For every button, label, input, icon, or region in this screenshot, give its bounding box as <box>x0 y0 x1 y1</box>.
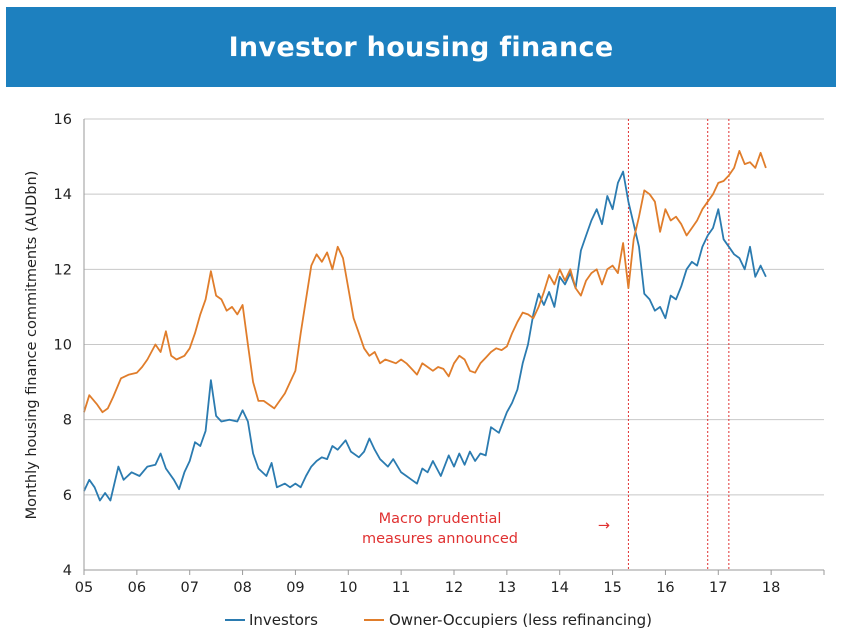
series-line-owner-occupiers <box>83 150 767 414</box>
x-tick-label-10: 10 <box>339 580 357 596</box>
x-tick-label-07: 07 <box>180 580 198 596</box>
policy-markers <box>627 119 730 570</box>
y-tick-label-6: 6 <box>63 488 72 504</box>
y-tick-label-4: 4 <box>63 563 72 579</box>
series-lines <box>83 150 767 502</box>
y-tick-label-8: 8 <box>63 413 72 429</box>
grid <box>84 118 824 496</box>
legend-label-owner-occupiers: Owner-Occupiers (less refinancing) <box>389 611 652 629</box>
x-tick-label-09: 09 <box>286 580 304 596</box>
series-line-investors <box>83 170 767 502</box>
x-tick-label-14: 14 <box>550 580 568 596</box>
annotation: Macro prudential measures announced → <box>362 511 610 547</box>
y-tick-label-12: 12 <box>54 262 72 278</box>
annotation-line-1: Macro prudential <box>379 511 502 527</box>
y-tick-label-16: 16 <box>54 112 72 128</box>
y-tick-label-10: 10 <box>54 338 72 354</box>
x-tick-label-08: 08 <box>233 580 251 596</box>
x-tick-label-18: 18 <box>762 580 780 596</box>
x-tick-label-16: 16 <box>656 580 674 596</box>
legend: Investors Owner-Occupiers (less refinanc… <box>225 611 652 629</box>
y-tick-label-14: 14 <box>54 187 72 203</box>
axes: 4 6 8 10 12 14 16 05 06 07 08 09 10 11 12 13 14 15 16 17 18 <box>54 112 825 596</box>
x-tick-label-05: 05 <box>75 580 93 596</box>
x-tick-label-06: 06 <box>128 580 146 596</box>
annotation-line-2: measures announced <box>362 531 518 547</box>
x-tick-label-13: 13 <box>498 580 516 596</box>
x-tick-label-15: 15 <box>603 580 621 596</box>
annotation-arrow: → <box>598 518 610 534</box>
x-tick-label-12: 12 <box>445 580 463 596</box>
legend-label-investors: Investors <box>249 611 318 629</box>
title-banner: Investor housing finance <box>6 7 836 87</box>
x-tick-label-11: 11 <box>392 580 410 596</box>
chart-title: Investor housing finance <box>228 31 614 63</box>
y-axis-label: Monthly housing finance commitments (AUD… <box>24 171 40 520</box>
x-tick-label-17: 17 <box>709 580 727 596</box>
